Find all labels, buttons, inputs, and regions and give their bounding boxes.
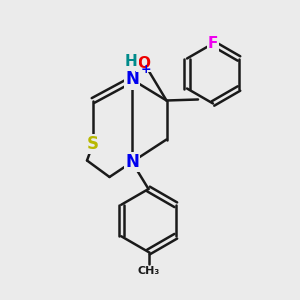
Text: F: F: [208, 36, 218, 51]
Text: S: S: [87, 135, 99, 153]
Text: CH₃: CH₃: [137, 266, 160, 275]
Text: +: +: [140, 63, 151, 76]
Text: H: H: [125, 54, 138, 69]
Text: N: N: [125, 153, 139, 171]
Text: N: N: [125, 70, 139, 88]
Text: O: O: [137, 56, 151, 70]
